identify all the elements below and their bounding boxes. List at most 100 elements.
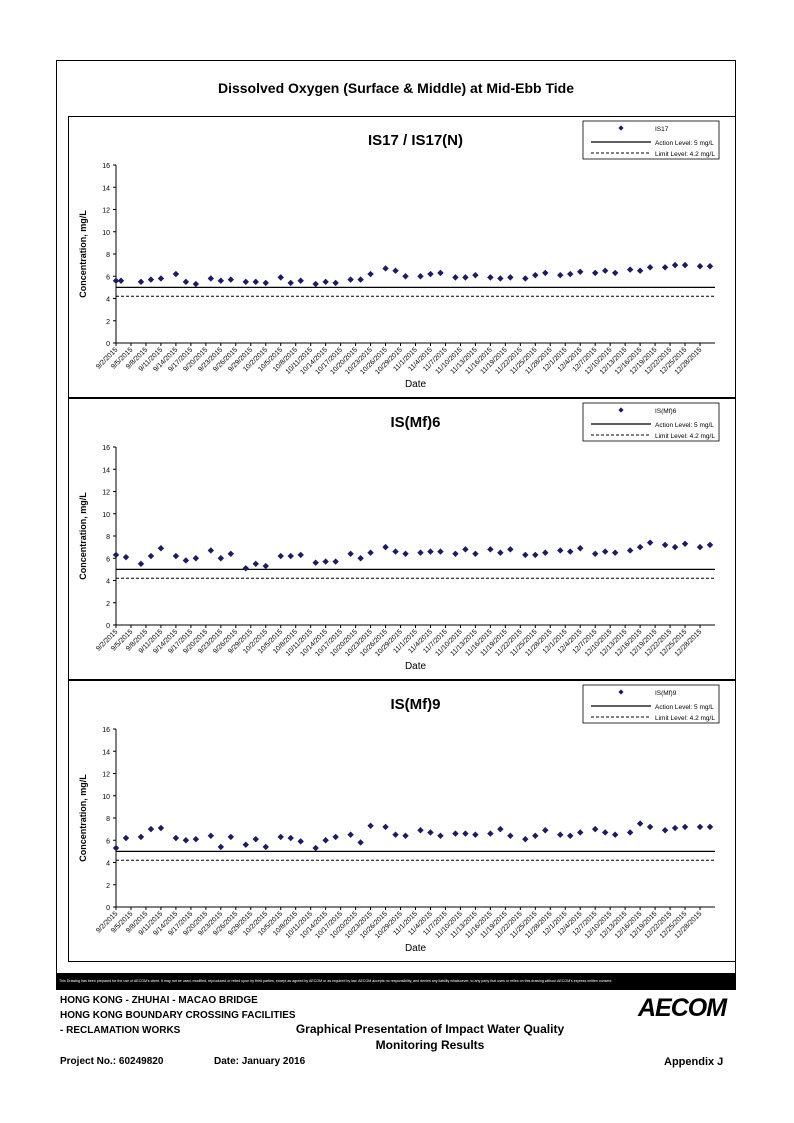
- chart-title: IS17 / IS17(N): [368, 132, 463, 149]
- legend-label: Action Level: 5 mg/L: [655, 422, 714, 429]
- data-point: [287, 834, 294, 842]
- data-point: [112, 844, 120, 852]
- y-axis-label: Concentration, mg/L: [78, 492, 88, 580]
- legend-label: IS17: [655, 126, 669, 133]
- data-point: [592, 269, 599, 277]
- data-point: [646, 264, 654, 271]
- legend-marker: [618, 125, 624, 131]
- chart-title: IS(Mf)9: [391, 696, 441, 713]
- data-point: [507, 546, 514, 553]
- legend-label: Action Level: 5 mg/L: [655, 140, 714, 147]
- data-point: [217, 277, 225, 284]
- y-tick-label: 2: [106, 319, 110, 326]
- x-axis-label: Date: [405, 661, 427, 672]
- data-point: [636, 543, 644, 551]
- footer-project-line3: - RECLAMATION WORKS: [60, 1025, 181, 1036]
- data-point: [592, 550, 599, 557]
- data-point: [462, 830, 469, 837]
- data-point: [402, 832, 409, 839]
- data-point: [646, 539, 654, 546]
- data-point: [277, 552, 284, 560]
- data-point: [522, 551, 529, 559]
- data-point: [172, 834, 180, 842]
- data-point: [382, 543, 389, 551]
- data-point: [297, 551, 304, 559]
- data-point: [497, 825, 504, 833]
- chart-panel-is-mf9: IS(Mf)9 0 2 4 6 8 10 12 14 16 9/2/2015 9/5/2015 9/8/…: [68, 680, 736, 962]
- data-point: [611, 831, 619, 838]
- data-point: [347, 276, 354, 283]
- data-point: [357, 276, 364, 283]
- data-point: [137, 278, 145, 286]
- data-point: [522, 835, 529, 843]
- data-point: [367, 549, 374, 556]
- data-point: [332, 558, 339, 565]
- data-point: [227, 276, 235, 283]
- y-tick-label: 10: [102, 512, 110, 519]
- data-point: [217, 843, 225, 851]
- data-point: [192, 835, 200, 843]
- data-point: [661, 264, 669, 271]
- data-point: [681, 823, 689, 831]
- data-point: [322, 837, 329, 844]
- footer-project-line1: HONG KONG - ZHUHAI - MACAO BRIDGE: [60, 995, 258, 1006]
- report-date: Date: January 2016: [214, 1056, 306, 1067]
- data-point: [157, 824, 165, 832]
- data-point: [357, 839, 364, 846]
- data-point: [392, 548, 399, 555]
- data-point: [157, 275, 165, 282]
- data-point: [172, 552, 180, 560]
- data-point: [392, 831, 399, 838]
- data-point: [252, 835, 259, 843]
- data-point: [227, 833, 235, 841]
- data-point: [417, 273, 424, 280]
- footer-project-line2: HONG KONG BOUNDARY CROSSING FACILITIES: [60, 1010, 296, 1021]
- data-point: [382, 265, 389, 272]
- page-title: Dissolved Oxygen (Surface & Middle) at M…: [217, 80, 575, 96]
- y-tick-label: 16: [102, 727, 110, 734]
- data-point: [452, 550, 459, 557]
- y-axis-label: Concentration, mg/L: [78, 774, 88, 862]
- data-point: [497, 549, 504, 556]
- data-point: [367, 822, 374, 829]
- data-point: [567, 270, 574, 278]
- data-point: [437, 832, 444, 839]
- data-point: [217, 555, 225, 562]
- y-tick-label: 8: [106, 816, 110, 823]
- data-point: [322, 558, 329, 565]
- data-point: [462, 546, 469, 553]
- data-point: [636, 820, 644, 827]
- y-tick-label: 8: [106, 252, 110, 259]
- legend-label: Limit Level: 4.2 mg/L: [655, 151, 715, 158]
- data-point: [262, 562, 269, 570]
- data-point: [147, 552, 155, 560]
- data-point: [112, 277, 120, 284]
- chart-panel-is-mf6: IS(Mf)6 0 2 4 6 8 10 12 14 16 9/2/2015 9/5/2015 9/8/…: [68, 398, 736, 680]
- data-point: [626, 829, 634, 836]
- y-tick-label: 14: [102, 467, 110, 474]
- data-point: [182, 278, 190, 286]
- data-point: [437, 269, 444, 277]
- disclaimer-bar: This Drawing has been prepared for the u…: [56, 973, 736, 990]
- y-tick-label: 14: [102, 749, 110, 756]
- data-point: [312, 844, 319, 852]
- data-point: [542, 549, 549, 556]
- y-tick-label: 6: [106, 556, 110, 563]
- data-point: [472, 550, 479, 557]
- chart-svg: IS(Mf)902468101214169/2/20159/5/20159/8/…: [78, 684, 720, 954]
- legend-box: [582, 684, 720, 724]
- y-tick-label: 0: [106, 905, 110, 912]
- data-point: [462, 274, 469, 281]
- data-point: [417, 549, 424, 556]
- data-point: [487, 546, 494, 553]
- legend-label: IS(Mf)9: [655, 690, 677, 697]
- y-tick-label: 4: [106, 861, 110, 868]
- data-point: [681, 261, 689, 269]
- data-point: [172, 270, 180, 278]
- data-point: [696, 823, 704, 831]
- data-point: [567, 548, 574, 555]
- data-point: [671, 261, 679, 269]
- data-point: [297, 838, 304, 845]
- data-point: [227, 550, 235, 557]
- y-tick-label: 4: [106, 297, 110, 304]
